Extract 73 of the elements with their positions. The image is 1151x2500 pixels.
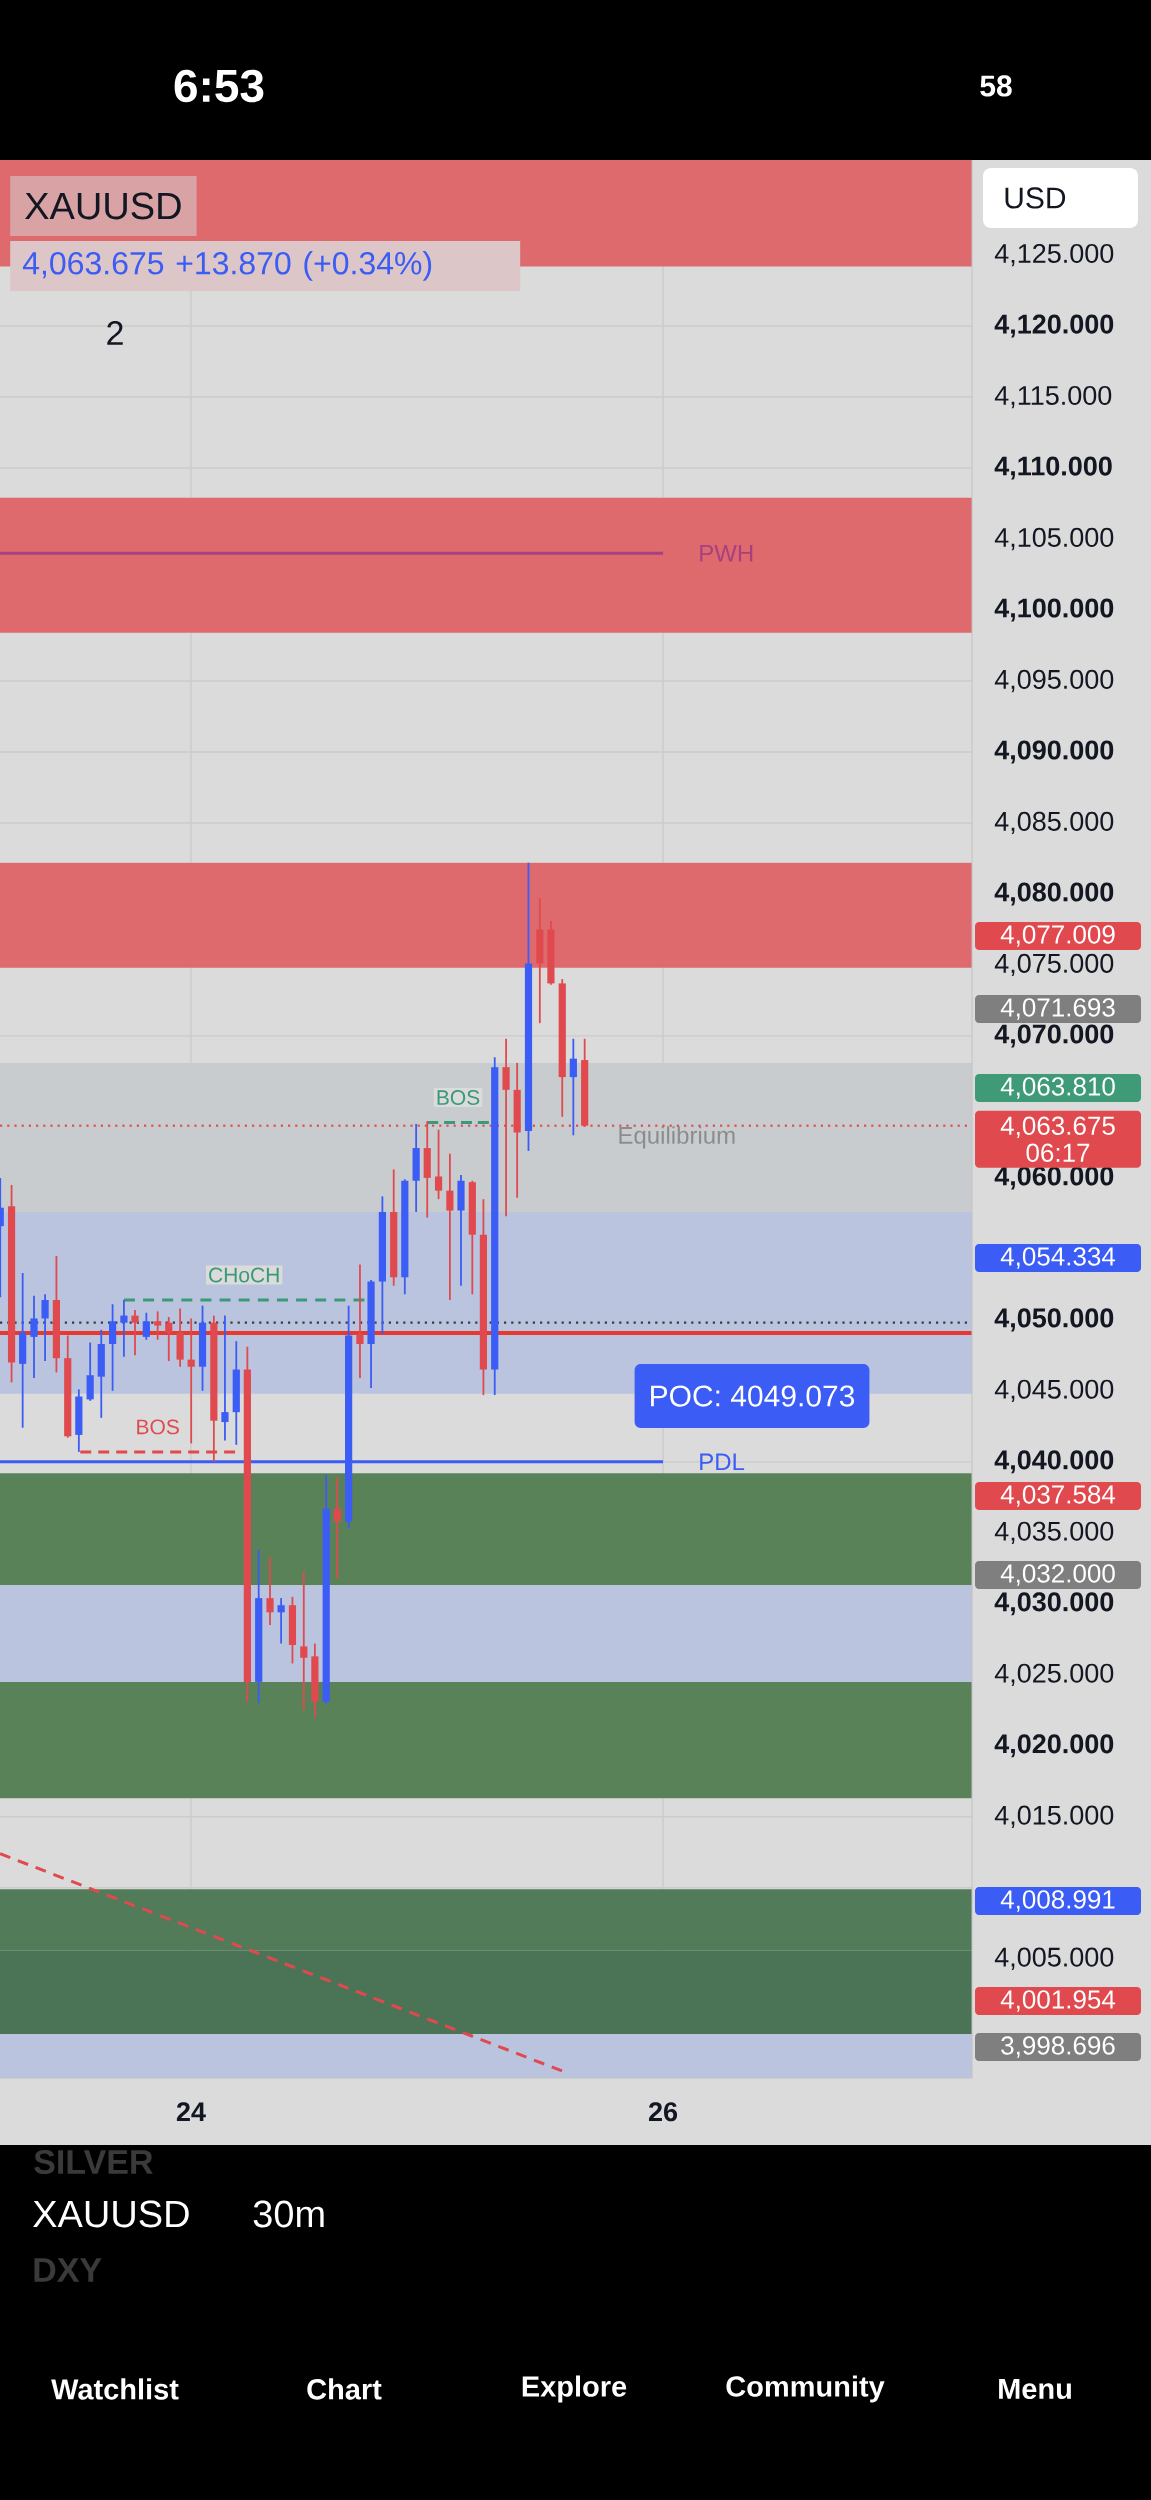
y-tick-label: 4,115.000 — [994, 385, 1112, 409]
text: DXY — [34, 2258, 102, 2282]
candlestick — [108, 1303, 117, 1392]
text: 4,001.954 — [1000, 1990, 1116, 2012]
candlestick — [356, 1263, 364, 1379]
text: XAUUSD — [25, 192, 181, 220]
annotation: 2 — [107, 321, 123, 345]
candlestick — [266, 1556, 274, 1627]
y-tick-label: 4,050.000 — [994, 1308, 1114, 1332]
text: Menu — [999, 2378, 1071, 2400]
text: Chart — [307, 2378, 382, 2400]
ref-line-label: 4,063.675 06:17 — [1000, 1116, 1115, 1162]
text: 4,077.009 — [1000, 925, 1115, 947]
text: 6:53 — [174, 69, 264, 103]
candlestick — [30, 1294, 38, 1379]
y-tick-label: 4,020.000 — [994, 1734, 1114, 1758]
series-label: BOS — [437, 1090, 480, 1105]
candlestick — [154, 1310, 162, 1341]
candlestick — [165, 1316, 173, 1362]
y-tick-label: 4,100.000 — [994, 598, 1114, 622]
candlestick — [120, 1299, 128, 1358]
y-tick-label: 4,085.000 — [994, 811, 1114, 835]
text: Community — [726, 2375, 885, 2403]
candlestick — [131, 1309, 139, 1357]
text: SILVER — [34, 2149, 153, 2175]
candlestick — [187, 1317, 195, 1445]
text: 4,054.334 — [1000, 1247, 1116, 1269]
text: 4,063.675 +13.870 (+0.34%) — [22, 251, 432, 281]
y-tick-label: 4,110.000 — [994, 456, 1112, 480]
candlestick — [446, 1152, 454, 1301]
candlestick — [277, 1597, 285, 1645]
series-label: BOS — [137, 1419, 179, 1435]
y-tick-label: 4,125.000 — [994, 243, 1114, 267]
y-tick-label: 4,095.000 — [994, 669, 1114, 693]
y-tick-label: 4,025.000 — [994, 1663, 1114, 1686]
candlestick — [434, 1128, 443, 1201]
y-tick-label: 4,080.000 — [994, 882, 1114, 906]
band-label: Equilibrium — [619, 1126, 735, 1149]
candlestick — [41, 1293, 49, 1362]
candlestick — [221, 1314, 229, 1442]
y-tick-label: 4,105.000 — [994, 527, 1114, 551]
series-label: CHoCH — [209, 1267, 279, 1283]
text: 4,037.584 — [1000, 1485, 1116, 1507]
y-tick-label: 4,035.000 — [994, 1521, 1114, 1544]
text: 4,008.991 — [1000, 1890, 1115, 1912]
y-tick-label: 4,030.000 — [994, 1592, 1114, 1616]
text: 30m — [253, 2200, 324, 2228]
x-tick-label: 26 — [648, 2102, 678, 2122]
y-tick-label: 4,015.000 — [994, 1805, 1114, 1828]
y-tick-label: 4,005.000 — [994, 1947, 1114, 1970]
candlestick — [300, 1570, 308, 1712]
text: 4,063.810 — [1000, 1077, 1115, 1099]
text: 4,032.000 — [1000, 1564, 1115, 1586]
text: Watchlist — [51, 2378, 179, 2400]
candlestick — [569, 1037, 577, 1137]
text: 3,998.696 — [1001, 2036, 1115, 2058]
series-label: PDL — [700, 1453, 745, 1471]
text: XAUUSD — [33, 2200, 189, 2228]
y-axis-title: USD — [1005, 187, 1066, 209]
y-tick-label: 4,070.000 — [994, 1024, 1114, 1048]
y-tick-label: 4,060.000 — [994, 1166, 1114, 1190]
y-tick-label: 4,040.000 — [994, 1450, 1114, 1474]
x-tick-label: 24 — [176, 2102, 206, 2122]
y-tick-label: 4,090.000 — [994, 740, 1114, 764]
candlestick — [333, 1476, 341, 1580]
text: 4,071.693 — [1000, 998, 1115, 1020]
text: 58 — [980, 75, 1012, 97]
y-tick-label: 4,045.000 — [994, 1379, 1114, 1402]
candlestick — [142, 1311, 150, 1341]
y-tick-label: 4,120.000 — [994, 314, 1114, 338]
y-tick-label: 4,075.000 — [994, 953, 1114, 977]
text: Explore — [522, 2375, 627, 2403]
ref-line-label: POC: 4049.073 — [651, 1385, 855, 1407]
